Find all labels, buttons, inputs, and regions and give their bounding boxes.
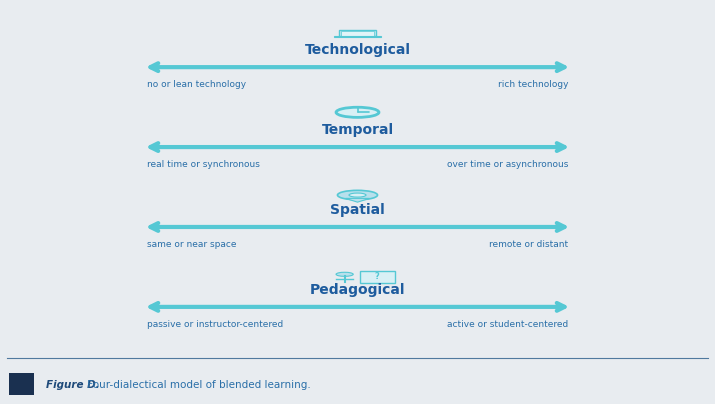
Text: rich technology: rich technology — [498, 80, 568, 89]
Polygon shape — [345, 198, 370, 202]
Text: Pedagogical: Pedagogical — [310, 282, 405, 297]
Text: Figure D.: Figure D. — [46, 380, 100, 389]
Text: Temporal: Temporal — [322, 123, 393, 137]
Text: passive or instructor-centered: passive or instructor-centered — [147, 320, 283, 329]
Text: Technological: Technological — [305, 43, 410, 57]
Ellipse shape — [336, 107, 379, 118]
Text: Four-dialectical model of blended learning.: Four-dialectical model of blended learni… — [84, 380, 311, 389]
FancyBboxPatch shape — [341, 31, 374, 36]
Ellipse shape — [349, 193, 366, 197]
Text: ?: ? — [375, 272, 380, 281]
Ellipse shape — [337, 190, 378, 200]
FancyBboxPatch shape — [360, 271, 395, 283]
FancyBboxPatch shape — [339, 30, 376, 36]
Text: same or near space: same or near space — [147, 240, 236, 249]
Text: real time or synchronous: real time or synchronous — [147, 160, 260, 169]
Text: active or student-centered: active or student-centered — [447, 320, 568, 329]
Text: over time or asynchronous: over time or asynchronous — [447, 160, 568, 169]
Ellipse shape — [336, 272, 353, 276]
Text: no or lean technology: no or lean technology — [147, 80, 246, 89]
Text: Spatial: Spatial — [330, 202, 385, 217]
Text: remote or distant: remote or distant — [489, 240, 568, 249]
FancyBboxPatch shape — [335, 36, 380, 37]
